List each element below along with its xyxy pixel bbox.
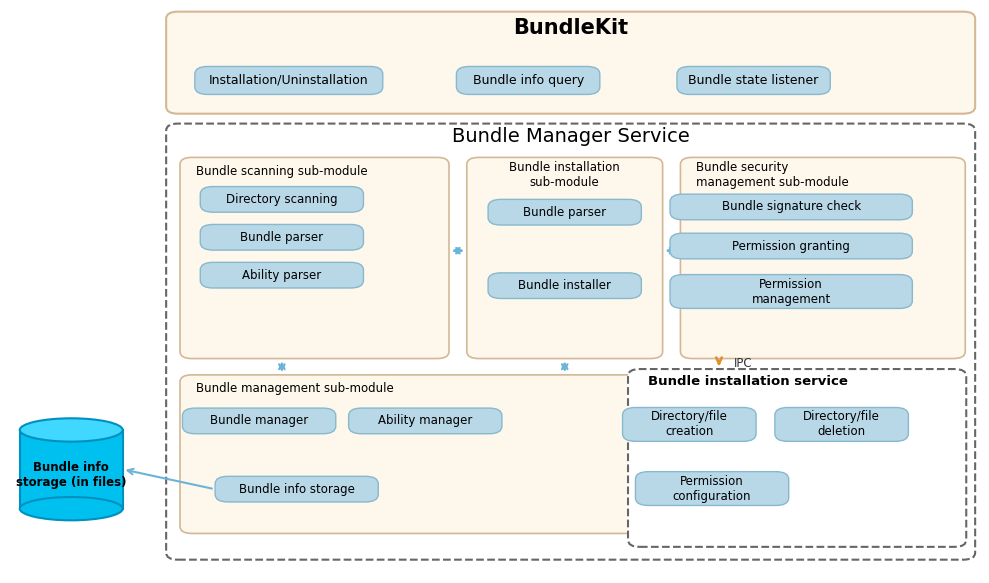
Bar [20, 430, 123, 508]
Text: Bundle info storage: Bundle info storage [238, 483, 355, 496]
Text: Directory scanning: Directory scanning [226, 193, 337, 206]
FancyBboxPatch shape [628, 369, 966, 547]
FancyBboxPatch shape [200, 262, 363, 288]
Text: Bundle state listener: Bundle state listener [688, 74, 819, 87]
Text: Bundle installation
sub-module: Bundle installation sub-module [509, 161, 620, 189]
Text: Bundle info
storage (in files): Bundle info storage (in files) [16, 461, 127, 489]
FancyBboxPatch shape [775, 408, 908, 441]
FancyBboxPatch shape [180, 157, 449, 359]
FancyBboxPatch shape [636, 472, 789, 505]
Text: Ability parser: Ability parser [242, 269, 321, 282]
Text: Ability manager: Ability manager [378, 415, 473, 427]
Text: Bundle installer: Bundle installer [518, 279, 611, 292]
Text: BundleKit: BundleKit [513, 18, 628, 38]
FancyBboxPatch shape [180, 375, 643, 533]
FancyBboxPatch shape [489, 199, 641, 225]
FancyBboxPatch shape [671, 194, 912, 220]
FancyBboxPatch shape [457, 66, 600, 94]
Text: Permission granting: Permission granting [732, 240, 851, 252]
Text: Permission
configuration: Permission configuration [673, 475, 752, 503]
FancyBboxPatch shape [671, 233, 912, 259]
FancyBboxPatch shape [200, 224, 363, 250]
FancyBboxPatch shape [671, 275, 912, 308]
Text: Installation/Uninstallation: Installation/Uninstallation [209, 74, 369, 87]
Text: Bundle info query: Bundle info query [473, 74, 584, 87]
Text: Bundle Manager Service: Bundle Manager Service [452, 127, 689, 146]
Text: Bundle parser: Bundle parser [240, 231, 323, 244]
FancyBboxPatch shape [467, 157, 663, 359]
Text: Permission
management: Permission management [752, 278, 831, 305]
Ellipse shape [20, 497, 123, 520]
Text: Bundle signature check: Bundle signature check [722, 201, 860, 213]
FancyBboxPatch shape [215, 476, 378, 502]
Text: Bundle scanning sub-module: Bundle scanning sub-module [196, 165, 368, 178]
FancyBboxPatch shape [676, 66, 831, 94]
Text: Directory/file
deletion: Directory/file deletion [803, 410, 880, 438]
FancyBboxPatch shape [195, 66, 383, 94]
Text: Bundle parser: Bundle parser [523, 206, 606, 219]
Text: Bundle installation service: Bundle installation service [648, 375, 848, 388]
FancyBboxPatch shape [166, 12, 975, 114]
FancyBboxPatch shape [489, 273, 641, 298]
FancyBboxPatch shape [200, 187, 363, 212]
Text: Bundle manager: Bundle manager [210, 415, 309, 427]
Ellipse shape [20, 419, 123, 442]
FancyBboxPatch shape [182, 408, 336, 434]
FancyBboxPatch shape [166, 124, 975, 560]
FancyBboxPatch shape [623, 408, 756, 441]
FancyBboxPatch shape [680, 157, 965, 359]
FancyBboxPatch shape [349, 408, 501, 434]
Text: Directory/file
creation: Directory/file creation [651, 410, 728, 438]
Text: Bundle security
management sub-module: Bundle security management sub-module [696, 161, 849, 189]
Text: Bundle management sub-module: Bundle management sub-module [196, 382, 394, 395]
Text: IPC: IPC [734, 357, 753, 370]
